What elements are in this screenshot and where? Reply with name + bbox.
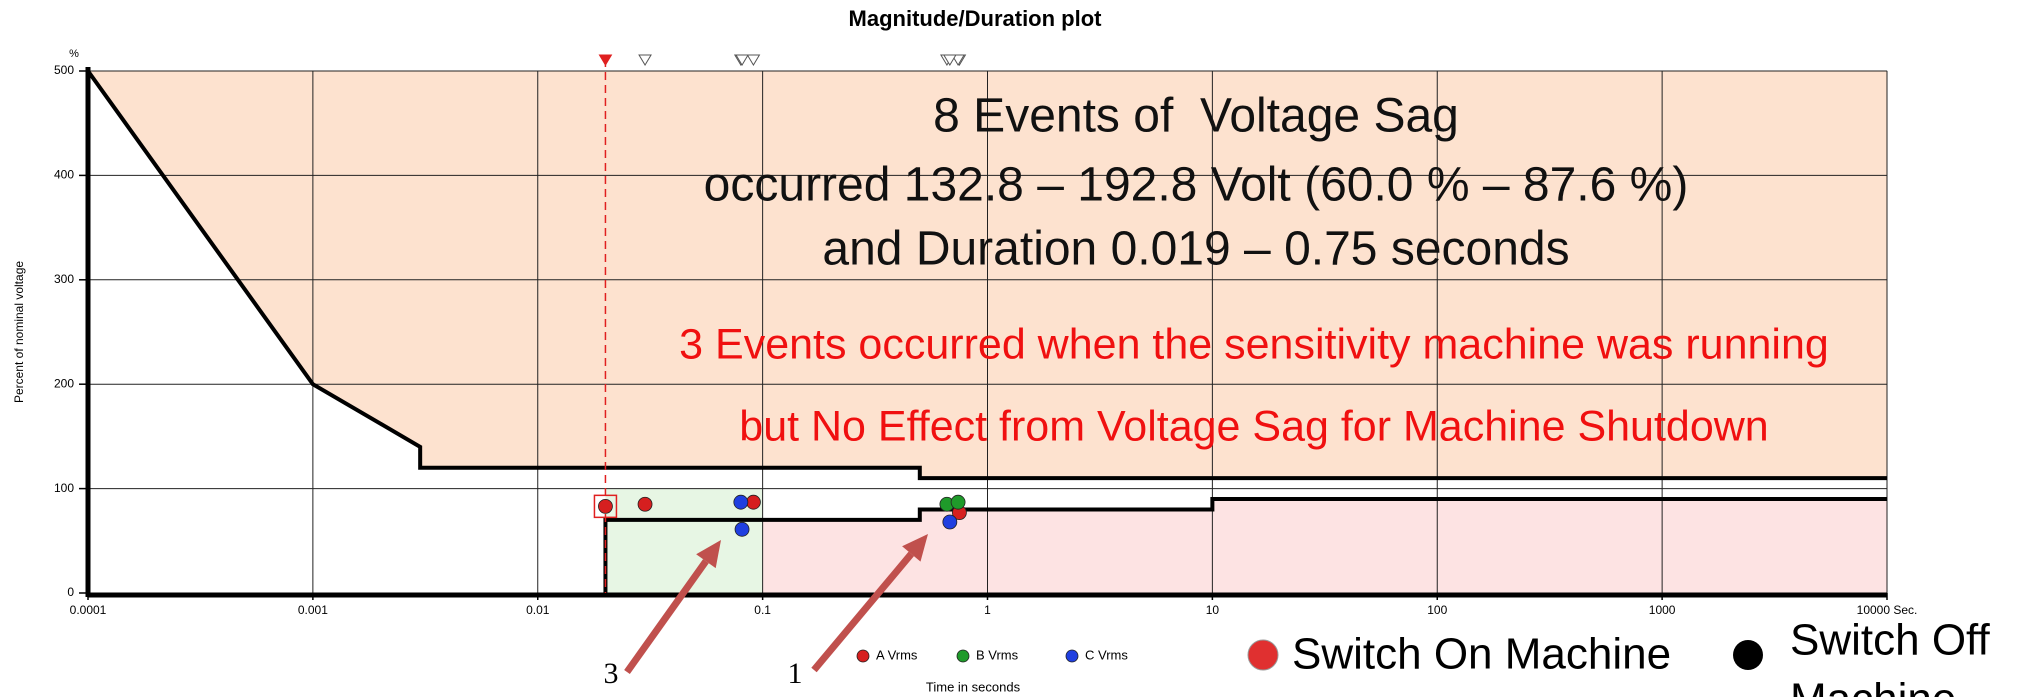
- note: but No Effect from Voltage Sag for Machi…: [739, 402, 1768, 450]
- data-point: [733, 494, 749, 510]
- note: 3 Events occurred when the sensitivity m…: [679, 320, 1829, 368]
- legend-marker: [1065, 649, 1079, 663]
- event-marker: [598, 54, 613, 66]
- legend-label: A Vrms: [876, 647, 918, 662]
- arrow-head: [696, 540, 721, 569]
- legend-label: B Vrms: [976, 647, 1019, 662]
- event-marker: [942, 54, 957, 66]
- y-tick-label: 200: [54, 376, 74, 390]
- x-tick-label: 1000: [1649, 603, 1676, 617]
- x-tick-label: 0.0001: [70, 603, 107, 617]
- y-tick-label: 0: [67, 585, 74, 599]
- legend-marker: [856, 649, 870, 663]
- selection-box: [593, 494, 618, 519]
- event-marker: [735, 54, 749, 66]
- data-point: [942, 514, 958, 530]
- x-tick-label: 1: [984, 603, 991, 617]
- y-tick-label: 500: [54, 63, 74, 77]
- switch-on-label: Switch On Machine: [1292, 630, 1671, 679]
- arrow-shaft: [624, 559, 709, 675]
- annotation: occurred 132.8 – 192.8 Volt (60.0 % – 87…: [704, 159, 1689, 212]
- x-tick-label: 0.01: [526, 603, 550, 617]
- data-point: [637, 496, 653, 512]
- legend-marker: [956, 649, 970, 663]
- x-tick-label: 10000 Sec.: [1857, 603, 1918, 617]
- x-tick-label: 0.001: [298, 603, 328, 617]
- switch-off-label: Switch Off: [1790, 616, 1990, 665]
- annotation: and Duration 0.019 – 0.75 seconds: [822, 223, 1569, 276]
- arrow-label: 3: [604, 657, 619, 690]
- zone: [605, 488, 763, 593]
- data-point: [734, 521, 750, 537]
- tolerance-curve: [86, 69, 1887, 481]
- switch-off-label: Machine: [1790, 675, 1956, 697]
- x-tick-label: 0.1: [754, 603, 771, 617]
- arrow-head: [902, 534, 928, 562]
- y-unit: %: [69, 48, 79, 60]
- legend-label: C Vrms: [1085, 647, 1128, 662]
- event-marker: [746, 54, 761, 66]
- y-tick-label: 100: [54, 481, 74, 495]
- annotation: 8 Events of Voltage Sag: [933, 90, 1459, 143]
- zone: [762, 499, 1887, 593]
- event-marker: [951, 54, 965, 66]
- x-tick-label: 100: [1427, 603, 1447, 617]
- data-point: [746, 494, 761, 510]
- data-point: [950, 494, 966, 510]
- y-tick-label: 300: [54, 272, 74, 286]
- x-tick-label: 10: [1206, 603, 1220, 617]
- y-axis-title: Percent of nominal voltage: [12, 261, 26, 403]
- arrow-shaft: [811, 551, 914, 673]
- data-point: [598, 498, 613, 514]
- switch-on-marker: [1247, 639, 1279, 671]
- x-axis-title: Time in seconds: [926, 679, 1021, 694]
- chart-title: Magnitude/Duration plot: [849, 6, 1103, 31]
- arrow-label: 1: [788, 657, 803, 690]
- switch-off-marker: [1733, 640, 1763, 670]
- event-marker: [638, 54, 652, 66]
- y-tick-label: 400: [54, 168, 74, 182]
